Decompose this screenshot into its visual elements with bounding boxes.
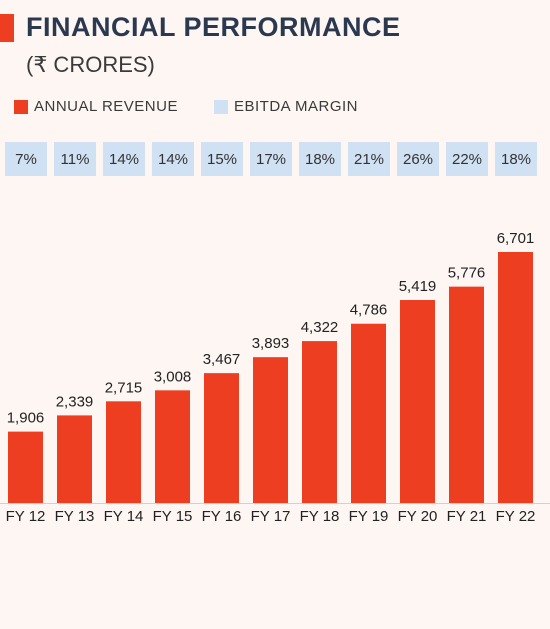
revenue-bar <box>498 252 533 503</box>
margin-value-box: 17% <box>250 142 292 176</box>
revenue-bar <box>302 341 337 503</box>
x-tick-label: FY 16 <box>202 508 242 525</box>
bar-value-label: 2,715 <box>105 379 143 396</box>
bar-value-label: 4,322 <box>301 319 339 336</box>
margin-value-box: 18% <box>495 142 537 176</box>
legend: ANNUAL REVENUE EBITDA MARGIN <box>14 98 394 115</box>
legend-item-revenue: ANNUAL REVENUE <box>14 98 178 115</box>
chart-title: FINANCIAL PERFORMANCE <box>26 12 401 42</box>
chart-subtitle: (₹ CRORES) <box>26 52 155 77</box>
x-tick-label: FY 13 <box>55 508 95 525</box>
legend-item-margin: EBITDA MARGIN <box>213 98 359 115</box>
x-tick-label: FY 14 <box>104 508 144 525</box>
bar-value-label: 1,906 <box>7 410 45 427</box>
margin-value-box: 21% <box>348 142 390 176</box>
revenue-bar <box>351 323 386 503</box>
x-tick-label: FY 20 <box>398 508 438 525</box>
bar-value-label: 2,339 <box>56 393 94 410</box>
margin-value-box: 26% <box>397 142 439 176</box>
x-tick-label: FY 22 <box>496 508 536 525</box>
bar-value-label: 6,701 <box>497 230 535 247</box>
bar-value-label: 4,786 <box>350 302 388 319</box>
margin-value-box: 11% <box>54 142 96 176</box>
revenue-bar <box>57 415 92 503</box>
margin-value-box: 18% <box>299 142 341 176</box>
x-tick-label: FY 15 <box>153 508 193 525</box>
revenue-bar <box>155 390 190 503</box>
bar-value-label: 3,893 <box>252 335 290 352</box>
revenue-bar <box>449 286 484 503</box>
revenue-bar <box>204 373 239 503</box>
legend-label-margin: EBITDA MARGIN <box>233 98 359 115</box>
x-tick-label: FY 18 <box>300 508 340 525</box>
margin-value-box: 15% <box>201 142 243 176</box>
margin-value-box: 14% <box>103 142 145 176</box>
revenue-bar <box>106 401 141 503</box>
x-tick-label: FY 19 <box>349 508 389 525</box>
x-tick-label: FY 12 <box>6 508 46 525</box>
margin-value-box: 14% <box>152 142 194 176</box>
legend-label-revenue: ANNUAL REVENUE <box>34 98 178 115</box>
bar-value-label: 3,008 <box>154 368 192 385</box>
x-tick-label: FY 21 <box>447 508 487 525</box>
x-tick-label: FY 17 <box>251 508 291 525</box>
margin-value-box: 7% <box>5 142 47 176</box>
revenue-bar <box>400 300 435 503</box>
margin-value-box: 22% <box>446 142 488 176</box>
revenue-bar <box>253 357 288 503</box>
bar-value-label: 5,419 <box>399 278 437 295</box>
title-accent-bar <box>0 14 14 42</box>
revenue-swatch <box>14 99 28 114</box>
revenue-bar <box>8 431 43 503</box>
bar-value-label: 3,467 <box>203 351 241 368</box>
margin-swatch <box>213 99 228 114</box>
bar-value-label: 5,776 <box>448 265 486 282</box>
